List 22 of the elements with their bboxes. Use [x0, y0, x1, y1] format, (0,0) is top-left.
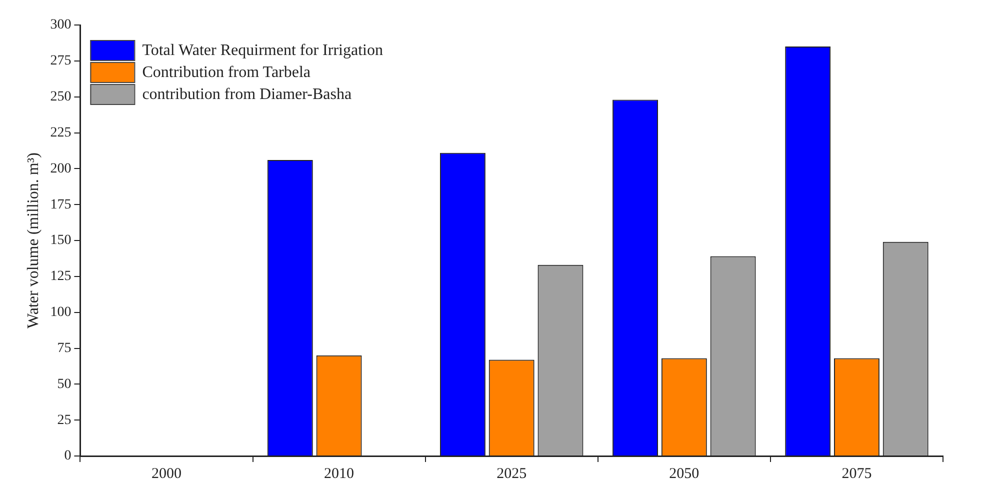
x-tick-label: 2000 [151, 466, 182, 482]
y-tick-label: 150 [50, 233, 72, 248]
x-tick-label: 2050 [669, 466, 700, 482]
y-tick-label: 275 [50, 54, 72, 69]
y-tick-label: 50 [57, 376, 72, 392]
y-tick-label: 250 [50, 90, 72, 105]
y-tick-label: 300 [50, 18, 72, 33]
y-tick-label: 75 [57, 340, 72, 356]
y-tick-label: 100 [50, 305, 72, 320]
x-tick-label: 2025 [496, 466, 527, 482]
y-tick-label: 0 [64, 448, 72, 464]
y-tick-label: 200 [50, 161, 72, 176]
y-tick-label: 25 [57, 412, 72, 428]
x-tick-label: 2075 [842, 466, 872, 482]
legend-label: Total Water Requirment for Irrigation [142, 42, 383, 60]
y-tick-label: 225 [50, 125, 72, 140]
legend-label: Contribution from Tarbela [142, 64, 311, 82]
y-tick-label: 125 [50, 269, 72, 284]
y-tick-label: 175 [50, 197, 72, 212]
x-tick-label: 2010 [324, 466, 354, 482]
y-axis-title: Water volume (million. m³) [24, 152, 42, 328]
legend-label: contribution from Diamer-Basha [142, 86, 352, 104]
